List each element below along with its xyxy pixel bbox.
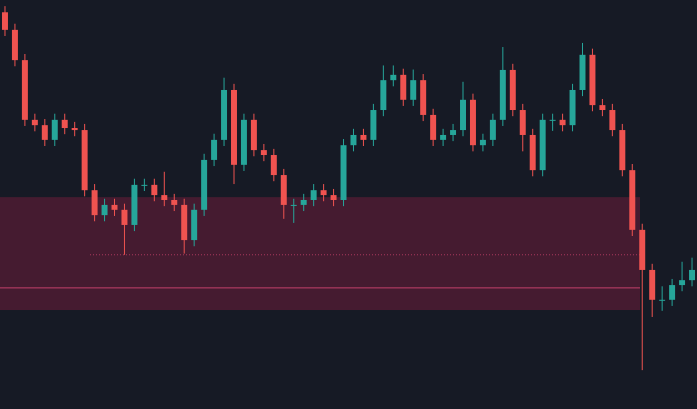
candle-body [539,119,546,171]
candle-body [270,155,277,176]
candle-body [460,99,466,131]
candle-body [41,125,48,140]
candle-body [191,209,198,241]
candle-body [221,89,228,140]
candle-body [61,119,68,129]
candle-body [151,184,158,196]
candle-body [400,74,407,100]
candle-body [21,60,28,120]
candle-body [51,119,58,140]
candle-body [440,134,447,140]
candle-body [619,130,626,171]
candle-body [360,134,367,140]
candle-body [410,80,417,100]
candle-body [11,29,18,61]
candle-body [489,119,496,140]
candle-body [71,128,78,131]
candle-body [290,204,297,206]
candle-body [231,89,237,165]
candle-body [1,12,8,30]
candle-body [469,99,476,146]
candle-body [141,184,148,186]
candle-body [31,119,38,126]
candle-body [240,119,247,165]
candle-body [350,134,357,146]
candle-body [91,190,98,216]
candle-body [340,145,347,201]
candle-body [211,139,218,160]
candle-body [111,204,118,210]
candle-body [250,119,257,151]
zone [0,197,640,311]
candle-body [161,195,168,201]
candle-body [559,119,566,126]
candle-body [260,150,267,156]
candle-body [549,119,556,121]
candle-body [649,269,656,300]
candle-body [430,114,437,140]
candle-body [131,184,138,225]
candle-body [669,285,676,300]
candle-body [519,110,526,135]
candle-body [450,130,457,135]
candle-body [181,204,188,241]
candle-body [529,134,536,171]
candle-body [609,110,616,131]
candle-body [380,80,387,111]
candle-body [121,209,128,225]
candle-body [310,190,317,201]
candle-body [509,69,516,111]
candle-body [679,280,686,286]
candle-body [420,80,427,115]
candle-body [579,54,586,90]
candle-body [689,269,696,281]
candle-body [569,89,576,126]
candle-body [101,204,108,216]
candle-body [370,110,377,140]
candle-body [599,105,606,111]
candle-body [81,130,88,191]
candle-body [479,139,486,146]
candle-body [320,190,327,196]
candle-body [629,170,636,230]
candle-body [390,74,397,81]
candle-body [171,200,178,205]
candle-body [639,229,646,270]
candle-body [589,54,596,106]
candle-body [330,195,337,201]
candle-body [659,299,666,301]
candle-body [300,200,307,205]
candle-body [499,69,506,120]
candle-body [201,159,208,210]
candle-body [280,175,287,205]
